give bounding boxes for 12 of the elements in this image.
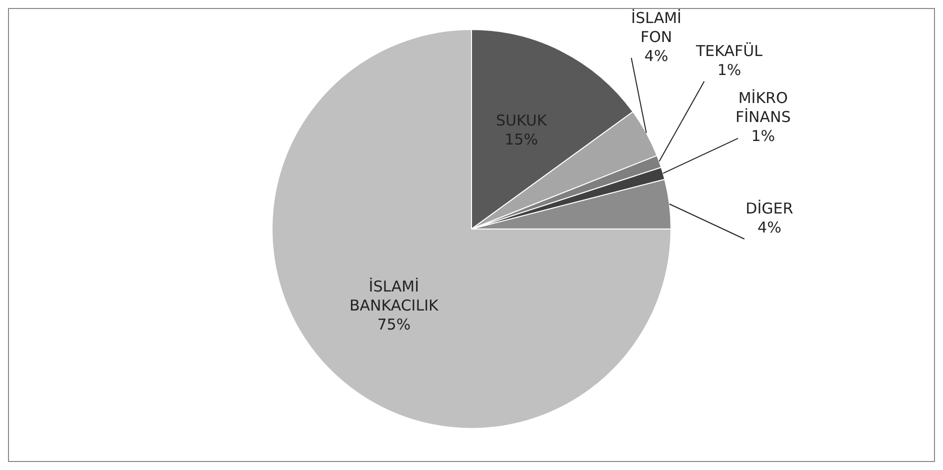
slice-label: TEKAFÜL: [694, 42, 764, 60]
data-label: 15%: [504, 130, 538, 149]
slice-label: SUKUK: [496, 112, 548, 130]
data-label: 4%: [758, 218, 782, 236]
data-label: 1%: [751, 127, 775, 146]
slice-label: İSLAMİ FON: [631, 8, 682, 46]
data-label: 1%: [717, 60, 742, 79]
data-label: 4%: [644, 46, 668, 65]
slice-label: İSLAMİ BANKACILIK: [349, 277, 440, 314]
slice-label: DİGER: [746, 199, 794, 218]
data-label: 75%: [377, 315, 411, 334]
slice-label: MİKRO FİNANS: [735, 89, 791, 126]
